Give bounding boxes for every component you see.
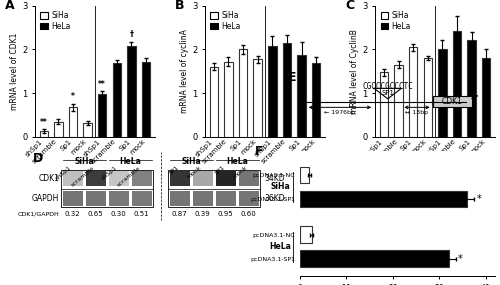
Y-axis label: mRNA level of cyclinA: mRNA level of cyclinA — [180, 29, 190, 113]
Text: **: ** — [98, 80, 106, 89]
Bar — [170, 191, 190, 206]
Text: CDK1/GAPDH: CDK1/GAPDH — [18, 211, 59, 216]
Text: F: F — [255, 145, 264, 158]
Bar — [216, 171, 236, 186]
Text: mock: mock — [186, 165, 202, 180]
Y-axis label: mRNA level of CyclinB: mRNA level of CyclinB — [350, 29, 360, 114]
Bar — [254, 59, 262, 137]
Bar — [238, 191, 258, 206]
Bar — [132, 191, 152, 206]
Text: 36KD: 36KD — [264, 194, 284, 203]
Bar — [192, 191, 212, 206]
Text: *: * — [458, 254, 462, 264]
Text: D: D — [32, 152, 43, 165]
Bar — [394, 65, 403, 137]
Text: E: E — [288, 71, 297, 84]
Text: A: A — [5, 0, 15, 12]
Text: B: B — [175, 0, 184, 12]
Text: GAPDH: GAPDH — [32, 194, 60, 203]
Text: SP1: SP1 — [214, 165, 226, 176]
Text: 0.87: 0.87 — [172, 211, 188, 217]
Legend: SiHa, HeLa: SiHa, HeLa — [209, 9, 242, 32]
Bar — [112, 63, 121, 137]
Bar — [192, 171, 212, 186]
Legend: SiHa, HeLa: SiHa, HeLa — [379, 9, 412, 32]
Text: †: † — [130, 30, 134, 39]
Bar — [170, 171, 190, 186]
Bar — [108, 171, 128, 186]
Bar — [127, 46, 136, 137]
Bar — [86, 191, 105, 206]
Bar — [62, 171, 82, 186]
Text: shSp1: shSp1 — [54, 165, 72, 181]
Bar — [300, 227, 312, 243]
Text: SiHa: SiHa — [271, 182, 290, 192]
Text: SiHa: SiHa — [181, 157, 201, 166]
Text: *: * — [476, 194, 481, 204]
Text: 0.60: 0.60 — [240, 211, 256, 217]
Text: 0.39: 0.39 — [194, 211, 210, 217]
Bar — [438, 49, 446, 137]
Bar — [282, 43, 291, 137]
Bar — [432, 96, 472, 107]
Text: 0.32: 0.32 — [64, 211, 80, 217]
Text: C: C — [346, 0, 354, 12]
Text: shSp1: shSp1 — [100, 165, 118, 181]
Bar — [40, 131, 48, 137]
Bar — [300, 191, 467, 207]
Text: 0.30: 0.30 — [110, 211, 126, 217]
Text: CGCCCGCCCTC: CGCCCGCCCTC — [362, 82, 413, 91]
Text: ↔ 13bp: ↔ 13bp — [406, 110, 428, 115]
Bar — [312, 63, 320, 137]
Text: ← 1976bp: ← 1976bp — [324, 110, 356, 115]
Text: **: ** — [40, 118, 48, 127]
Text: 0.95: 0.95 — [218, 211, 234, 217]
Bar — [409, 47, 418, 137]
Text: 0.65: 0.65 — [88, 211, 104, 217]
Bar — [298, 55, 306, 137]
Bar — [54, 121, 62, 137]
Bar — [238, 171, 258, 186]
Bar — [108, 191, 128, 206]
Text: *: * — [71, 92, 75, 101]
Bar — [224, 62, 232, 137]
Text: CDK1: CDK1 — [38, 174, 60, 183]
Bar — [168, 170, 260, 207]
Bar — [424, 58, 432, 137]
Bar — [132, 171, 152, 186]
Text: CDK1: CDK1 — [442, 97, 462, 106]
Bar — [62, 170, 154, 207]
Bar — [86, 171, 105, 186]
Bar — [380, 72, 388, 137]
Y-axis label: mRNA level of CDK1: mRNA level of CDK1 — [10, 32, 19, 110]
Bar — [84, 123, 92, 137]
Text: HeLa: HeLa — [269, 242, 290, 251]
Text: mock: mock — [232, 165, 248, 180]
Bar — [300, 250, 448, 267]
Text: scramble: scramble — [116, 165, 141, 187]
Bar — [453, 31, 462, 137]
Text: 0.51: 0.51 — [134, 211, 150, 217]
Bar — [98, 94, 106, 137]
Text: SP1: SP1 — [382, 90, 394, 96]
Text: 34KD: 34KD — [264, 174, 284, 183]
Legend: SiHa, HeLa: SiHa, HeLa — [39, 9, 72, 32]
Bar — [482, 58, 490, 137]
Bar — [142, 62, 150, 137]
Text: HeLa: HeLa — [119, 157, 141, 166]
Bar — [68, 107, 77, 137]
Bar — [268, 46, 276, 137]
Bar — [216, 191, 236, 206]
Bar — [62, 191, 82, 206]
Text: SiHa: SiHa — [74, 157, 94, 166]
Text: HeLa: HeLa — [226, 157, 248, 166]
Bar — [239, 49, 248, 137]
Bar — [468, 40, 476, 137]
Text: scramble: scramble — [70, 165, 96, 187]
Bar — [300, 167, 310, 183]
Bar — [210, 67, 218, 137]
Text: SP1: SP1 — [168, 165, 179, 176]
